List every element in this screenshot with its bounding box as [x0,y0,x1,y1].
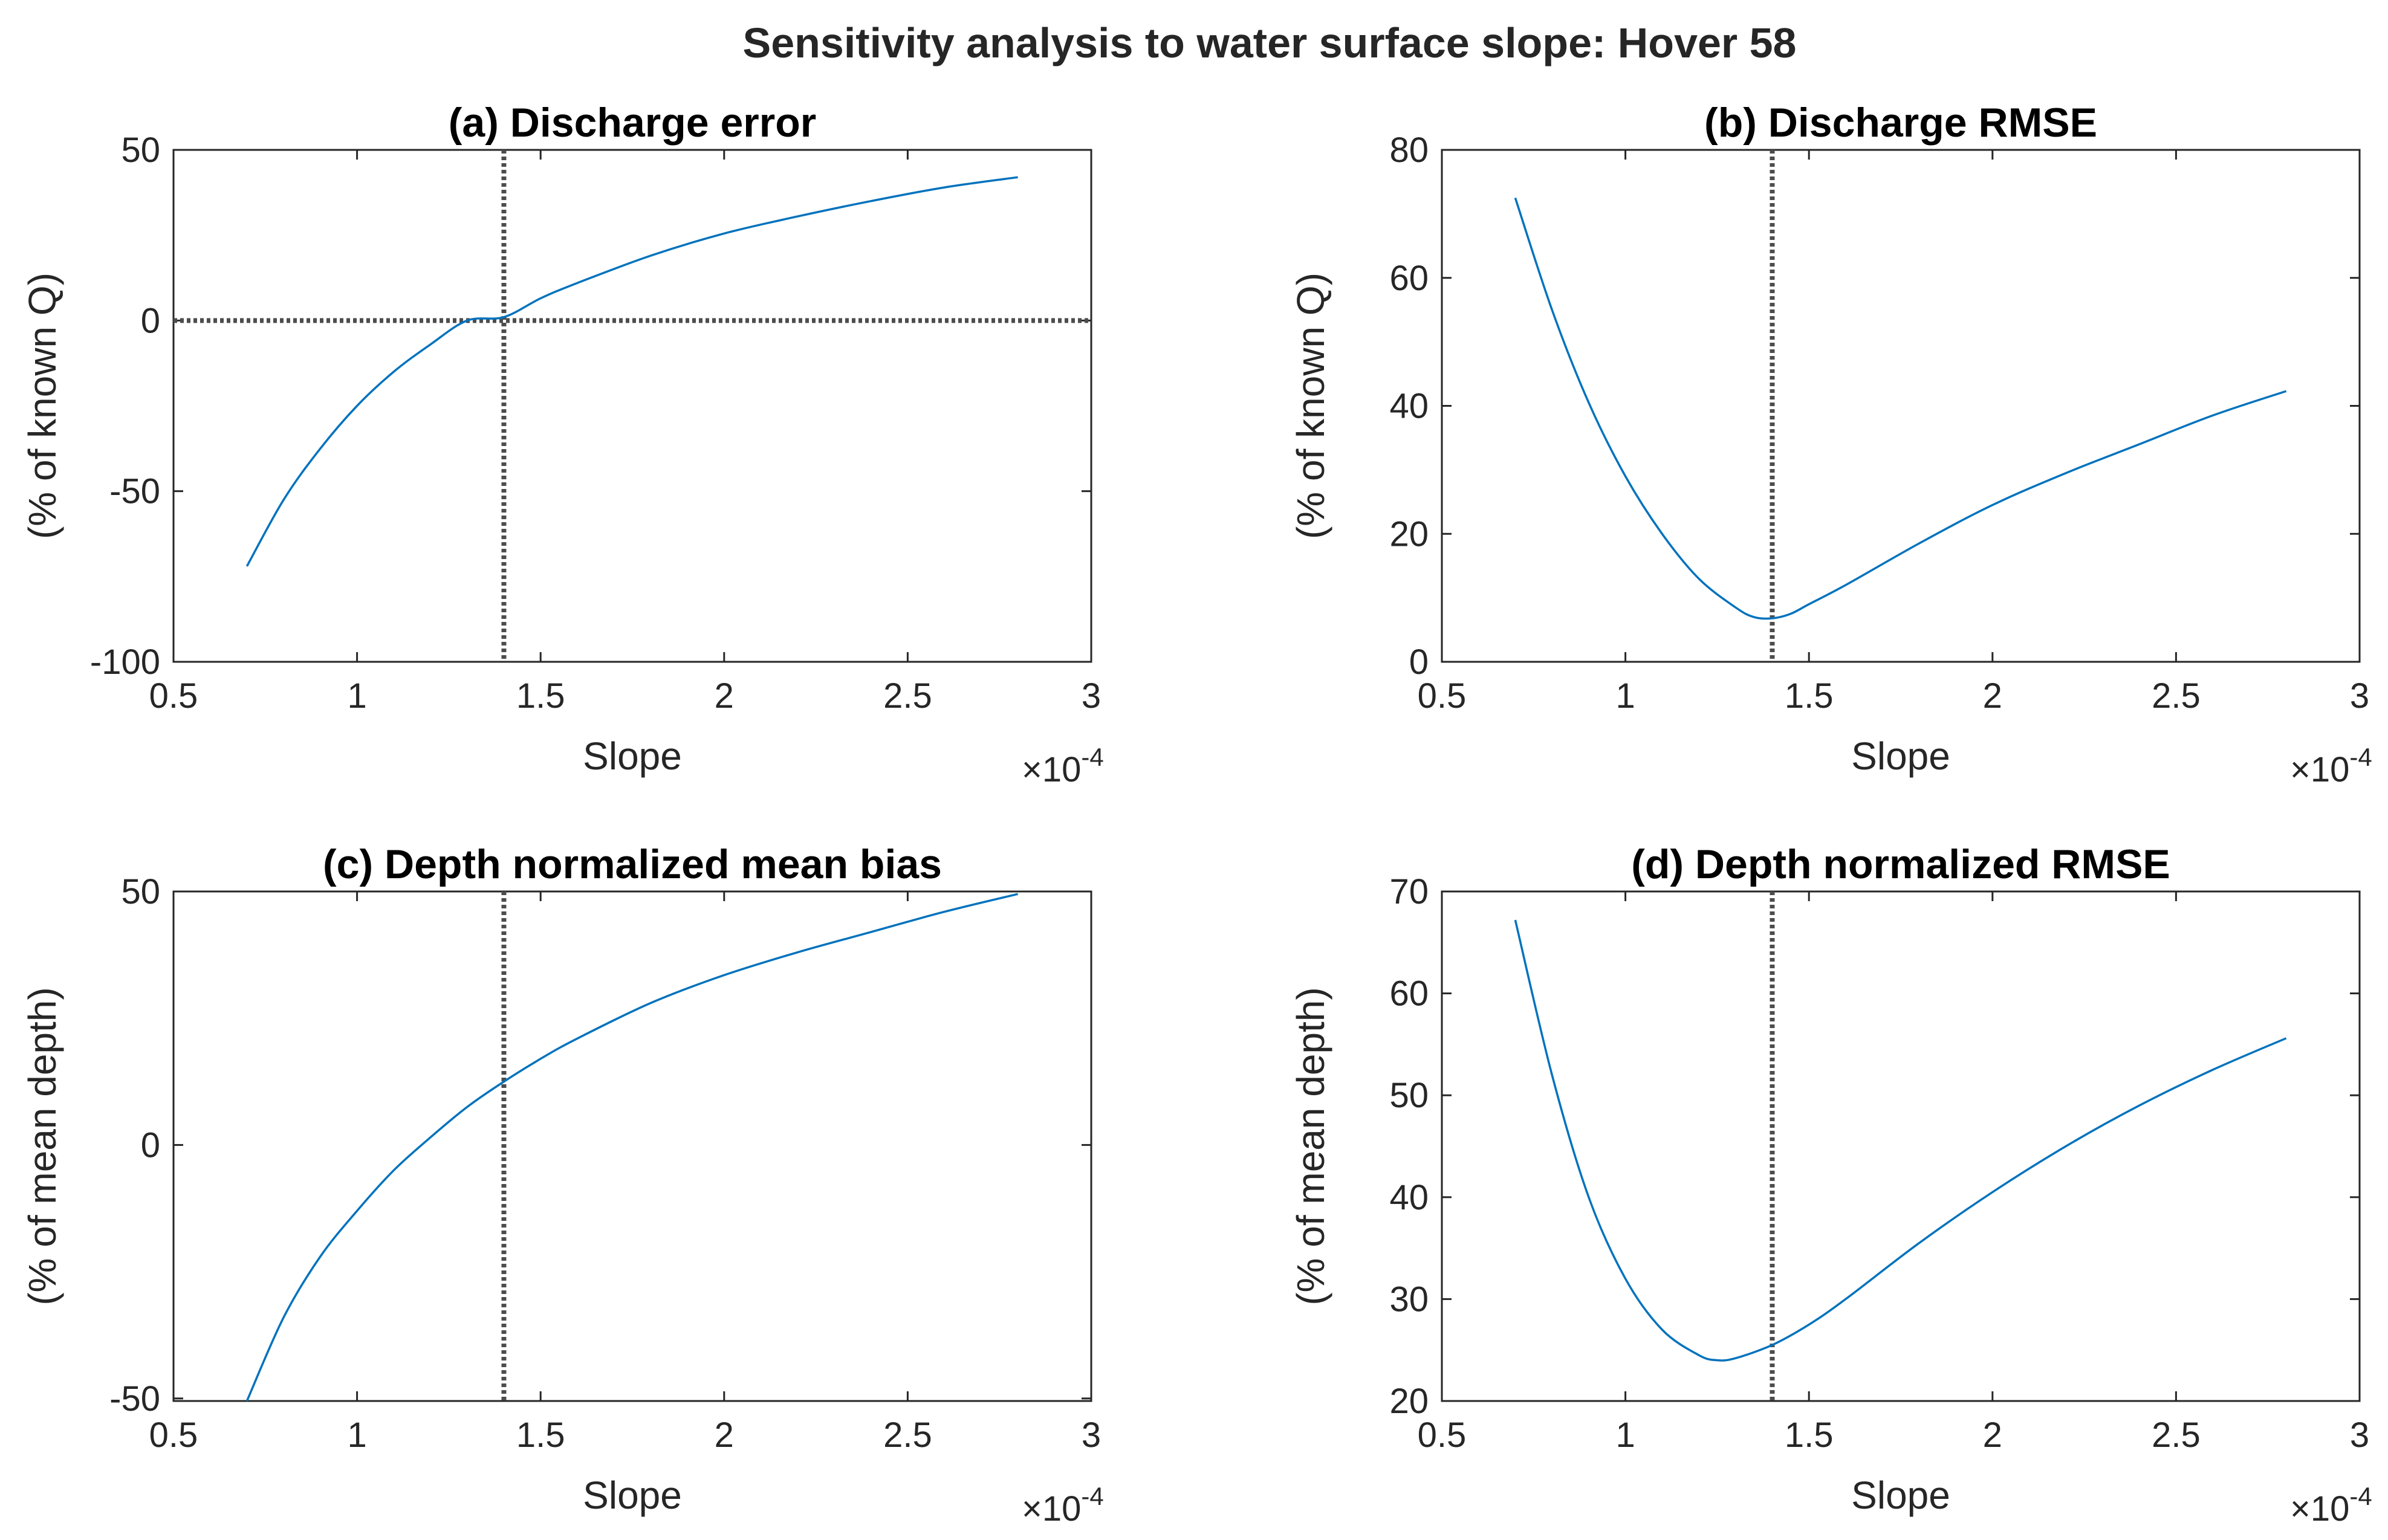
exponent-power: -4 [1081,1482,1103,1510]
x-axis-label: Slope [1851,734,1950,778]
exponent-base: ×10 [1022,750,1081,789]
panel-title: (a) Discharge error [449,100,816,146]
y-tick-label: -100 [90,642,160,682]
x-tick-label: 3 [1082,1415,1101,1455]
y-tick-label: 70 [1389,872,1429,911]
x-tick-label: 3 [1082,676,1101,716]
x-tick-label: 3 [2350,1415,2369,1455]
exponent-power: -4 [2349,743,2372,771]
x-tick-label: 3 [2350,676,2369,716]
x-axis-exponent-label: ×10-4 [1022,743,1104,789]
x-tick-label: 2.5 [2152,676,2201,716]
y-tick-label: 30 [1389,1280,1429,1319]
x-axis-label: Slope [1851,1474,1950,1517]
y-axis-label: (% of known Q) [21,273,64,539]
exponent-base: ×10 [2290,1489,2349,1529]
panel-a: 0.5 1 1.5 2 2.5 3 -100 -50 0 50 (a) Discharge erro… [21,100,1104,789]
x-tick-label: 0.5 [1418,1415,1467,1455]
x-tick-label: 0.5 [149,1415,198,1455]
x-axis-exponent-label: ×10-4 [1022,1482,1104,1529]
series-line-a [245,176,1018,567]
y-tick-label: 50 [1389,1076,1429,1115]
x-axis-exponent-label: ×10-4 [2290,743,2372,789]
y-tick-label: 40 [1389,1178,1429,1217]
exponent-base: ×10 [1022,1489,1081,1529]
x-tick-label: 1.5 [1785,676,1834,716]
x-tick-label: 2 [715,1415,734,1455]
y-tick-label: 50 [121,131,160,170]
y-tick-label: 0 [141,1125,160,1165]
x-tick-label: 2.5 [883,1415,932,1455]
axes-box [1441,149,2361,663]
x-axis-label: Slope [583,734,682,778]
y-tick-label: -50 [109,472,160,511]
figure-title: Sensitivity analysis to water surface sl… [743,19,1797,66]
panel-c: 0.5 1 1.5 2 2.5 3 -50 0 50 (c) Depth normalized m… [21,841,1104,1529]
panel-title: (b) Discharge RMSE [1704,100,2097,146]
panel-title: (c) Depth normalized mean bias [323,841,942,887]
x-tick-label: 2 [1983,1415,2002,1455]
y-axis-label: (% of mean depth) [1289,987,1332,1305]
y-axis-label: (% of known Q) [1289,273,1332,539]
x-tick-label: 1.5 [1785,1415,1834,1455]
x-tick-label: 2 [1983,676,2002,716]
y-tick-label: 40 [1389,387,1429,426]
panel-b: 0.5 1 1.5 2 2.5 3 0 20 40 60 80 (b) Discharge RMSE S… [1289,100,2372,789]
y-tick-label: 20 [1389,514,1429,554]
x-tick-label: 2 [715,676,734,716]
y-tick-label: -50 [109,1379,160,1419]
panel-d: 0.5 1 1.5 2 2.5 3 20 30 40 50 60 70 (d) Depth normal… [1289,841,2372,1529]
x-tick-label: 1.5 [516,1415,565,1455]
x-axis-exponent-label: ×10-4 [2290,1482,2372,1529]
exponent-power: -4 [1081,743,1103,771]
x-tick-label: 2.5 [2152,1415,2201,1455]
series-line-d [1514,919,2287,1362]
exponent-power: -4 [2349,1482,2372,1510]
y-tick-label: 0 [141,301,160,340]
y-tick-label: 20 [1389,1382,1429,1421]
x-tick-label: 1.5 [516,676,565,716]
y-tick-label: 80 [1389,131,1429,170]
axes-box [172,149,1092,663]
x-tick-label: 1 [347,676,366,716]
series-line-b [1514,197,2287,620]
y-axis-label: (% of mean depth) [21,987,64,1305]
x-tick-label: 1 [1615,1415,1635,1455]
y-tick-label: 60 [1389,259,1429,298]
x-tick-label: 2.5 [883,676,932,716]
exponent-base: ×10 [2290,750,2349,789]
axes-box [172,890,1092,1402]
x-tick-label: 1 [1615,676,1635,716]
x-tick-label: 1 [347,1415,366,1455]
x-tick-label: 0.5 [149,676,198,716]
y-tick-label: 0 [1409,642,1429,682]
x-tick-label: 0.5 [1418,676,1467,716]
axes-box [1441,890,2361,1402]
y-tick-label: 60 [1389,974,1429,1014]
series-line-c [245,893,1019,1402]
x-axis-label: Slope [583,1474,682,1517]
panel-title: (d) Depth normalized RMSE [1631,841,2170,887]
y-tick-label: 50 [121,872,160,911]
